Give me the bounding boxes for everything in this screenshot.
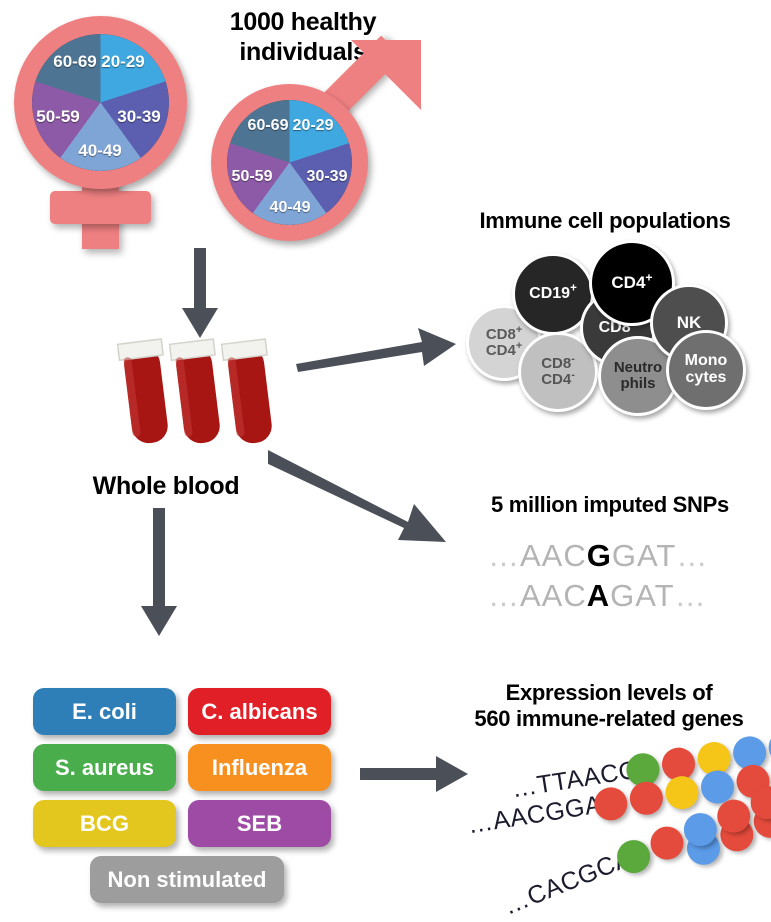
expression-title-line-2: 560 immune-related genes bbox=[474, 705, 744, 731]
stimulus-bcg[interactable]: BCG bbox=[33, 800, 176, 847]
female-slice-label-40-49: 40-49 bbox=[78, 141, 122, 160]
cohort-title-line-2: individuals bbox=[239, 37, 367, 66]
snp-sequence-row-2: …AACAGAT… bbox=[488, 578, 707, 614]
stimulus-bcg-label: BCG bbox=[80, 810, 129, 836]
stimulus-e-coli[interactable]: E. coli bbox=[33, 688, 176, 735]
snp-row-2-pre: AAC bbox=[520, 578, 587, 613]
stimulus-s-aureus-label: S. aureus bbox=[54, 754, 155, 780]
expression-dot bbox=[645, 821, 689, 865]
female-symbol-crossbar bbox=[50, 191, 151, 224]
arrow-blood-to-immune-cells bbox=[296, 328, 456, 372]
cohort-title: 1000 healthy individuals bbox=[178, 8, 428, 67]
female-age-pie bbox=[32, 34, 169, 171]
female-slice-label-50-59: 50-59 bbox=[36, 107, 80, 126]
expression-title-line-1: Expression levels of bbox=[505, 680, 713, 705]
expression-dot bbox=[663, 773, 701, 812]
male-age-pie-slices bbox=[227, 100, 352, 225]
snp-row-1-lead: … bbox=[488, 538, 520, 573]
female-slice-label-30-39: 30-39 bbox=[117, 107, 161, 126]
male-slice-label-30-39: 30-39 bbox=[306, 168, 348, 185]
snp-row-1-post: GAT bbox=[611, 538, 677, 573]
stimulus-non-stimulated[interactable]: Non stimulated bbox=[90, 856, 284, 903]
male-slice-label-40-49: 40-49 bbox=[269, 199, 311, 216]
female-gender-symbol: 20-29 30-39 40-49 50-59 60-69 bbox=[8, 14, 193, 249]
stimulus-e-coli-label: E. coli bbox=[72, 698, 137, 724]
male-slice-label-20-29: 20-29 bbox=[292, 117, 334, 134]
arrow-blood-to-snps bbox=[268, 450, 446, 542]
male-age-pie bbox=[227, 100, 352, 225]
cohort-title-line-1: 1000 healthy bbox=[229, 8, 377, 36]
snp-row-1-pre: AAC bbox=[520, 538, 587, 573]
expression-dot bbox=[627, 779, 666, 818]
stimulus-seb[interactable]: SEB bbox=[188, 800, 331, 847]
stimulus-c-albicans-label: C. albicans bbox=[201, 698, 318, 724]
immune-cell-monocytes: Mono cytes bbox=[666, 330, 746, 410]
snp-row-1-variant: G bbox=[586, 538, 612, 573]
arrow-stimuli-to-expression bbox=[360, 756, 468, 792]
female-slice-label-20-29: 20-29 bbox=[101, 52, 145, 71]
stimulus-seb-label: SEB bbox=[236, 810, 283, 836]
female-age-pie-slices bbox=[32, 34, 169, 171]
arrow-down-blood-to-stimuli bbox=[141, 508, 177, 636]
snp-row-2-lead: … bbox=[488, 578, 520, 613]
snp-sequence-row-1: …AACGGAT… bbox=[488, 538, 708, 574]
whole-blood-label: Whole blood bbox=[92, 472, 240, 500]
snp-row-2-post: GAT bbox=[610, 578, 675, 613]
male-slice-label-50-59: 50-59 bbox=[231, 168, 273, 185]
stimulus-influenza-label: Influenza bbox=[211, 754, 308, 780]
arrow-down-cohort-to-blood bbox=[182, 248, 218, 338]
snps-title: 5 million imputed SNPs bbox=[491, 492, 729, 517]
snp-row-1-tail: … bbox=[676, 538, 709, 573]
male-gender-symbol: 20-29 30-39 40-49 50-59 60-69 bbox=[203, 35, 421, 244]
snp-row-2-tail: … bbox=[674, 578, 707, 613]
stimulus-s-aureus[interactable]: S. aureus bbox=[33, 744, 176, 791]
stimulus-influenza[interactable]: Influenza bbox=[188, 744, 331, 791]
stimulus-non-stimulated-label: Non stimulated bbox=[107, 866, 267, 892]
expression-title: Expression levels of 560 immune-related … bbox=[450, 680, 768, 732]
immune-cell-cluster: CD8+CD4+ CD19+ CD8-CD4- CD8+ CD4+ Neutro… bbox=[458, 240, 758, 420]
female-slice-label-60-69: 60-69 bbox=[53, 52, 97, 71]
whole-blood-tubes bbox=[110, 336, 290, 456]
male-slice-label-60-69: 60-69 bbox=[247, 117, 289, 134]
snp-row-2-variant: A bbox=[586, 578, 611, 613]
stimulus-c-albicans[interactable]: C. albicans bbox=[188, 688, 331, 735]
immune-populations-title: Immune cell populations bbox=[479, 208, 731, 233]
